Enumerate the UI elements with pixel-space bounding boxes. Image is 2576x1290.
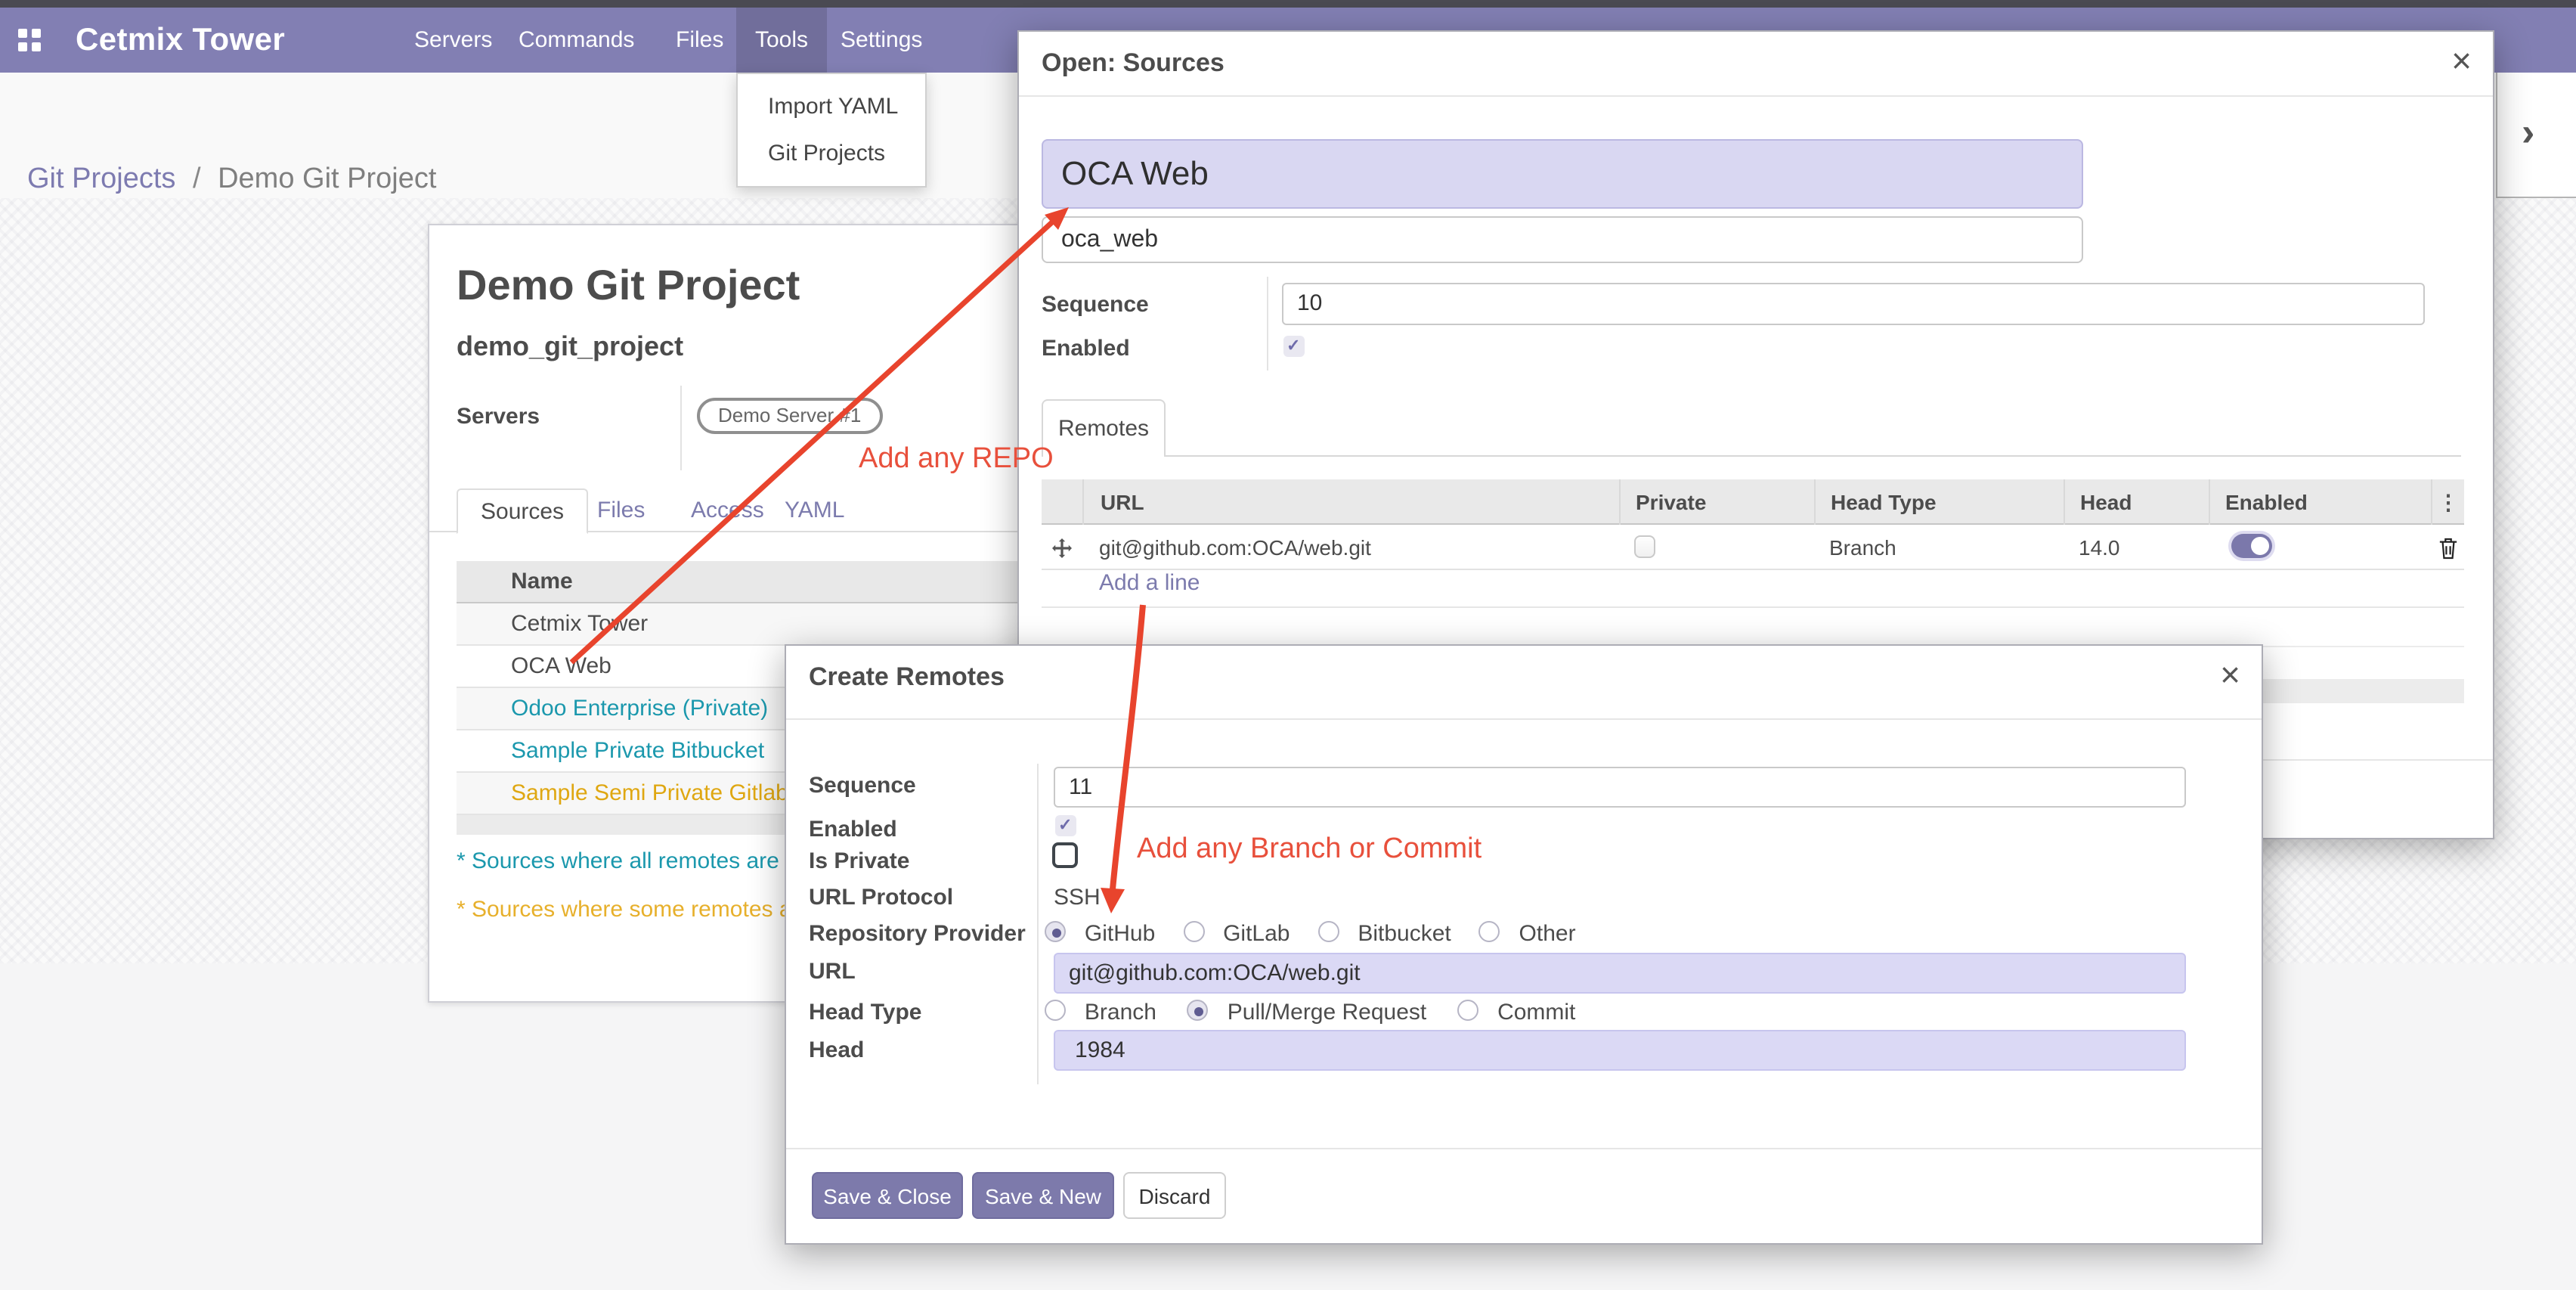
save-close-button[interactable]: Save & Close bbox=[812, 1172, 963, 1219]
source-name-input[interactable]: OCA Web bbox=[1042, 139, 2083, 209]
discard-button[interactable]: Discard bbox=[1123, 1172, 1226, 1219]
sequence-label: Sequence bbox=[1042, 292, 1149, 318]
modal-header-divider bbox=[786, 718, 2262, 720]
tools-dropdown-menu: Import YAML Git Projects bbox=[736, 73, 927, 188]
breadcrumb-current: Demo Git Project bbox=[218, 163, 437, 195]
remote-url-cell[interactable]: git@github.com:OCA/web.git bbox=[1099, 535, 1371, 559]
app-brand[interactable]: Cetmix Tower bbox=[76, 23, 286, 57]
nav-item-servers[interactable]: Servers bbox=[414, 27, 493, 53]
add-a-line-link[interactable]: Add a line bbox=[1099, 570, 1200, 596]
enabled-toggle[interactable] bbox=[2231, 534, 2272, 559]
radio-github[interactable] bbox=[1045, 921, 1066, 943]
radio-gitlab-label[interactable]: GitLab bbox=[1223, 921, 1290, 947]
private-checkbox[interactable] bbox=[1634, 535, 1655, 558]
notebook-divider bbox=[1042, 455, 2461, 457]
head-input[interactable]: 1984 bbox=[1054, 1030, 2186, 1071]
handle-column bbox=[1042, 479, 1082, 524]
nav-item-tools[interactable]: Tools bbox=[736, 8, 827, 73]
delete-row-cell bbox=[2431, 524, 2464, 569]
col-head-type: Head Type bbox=[1814, 479, 2064, 524]
remotes-table: URL Private Head Type Head Enabled ⋮ git… bbox=[1042, 479, 2464, 570]
enabled-label: Enabled bbox=[1042, 336, 1130, 361]
create-remotes-modal: Create Remotes × Sequence 11 Enabled Is … bbox=[785, 644, 2263, 1245]
head-type-label: Head Type bbox=[809, 1000, 922, 1025]
remote-head-cell[interactable]: 14.0 bbox=[2079, 535, 2120, 559]
enabled-checkbox[interactable] bbox=[1283, 336, 1305, 357]
radio-branch-label[interactable]: Branch bbox=[1084, 1000, 1156, 1026]
head-type-group: Branch Pull/Merge Request Commit bbox=[1045, 1000, 1575, 1027]
tab-yaml[interactable]: YAML bbox=[785, 498, 845, 523]
head-label: Head bbox=[809, 1037, 865, 1063]
nav-item-files[interactable]: Files bbox=[676, 27, 724, 53]
url-label: URL bbox=[809, 959, 856, 985]
modal-title: Open: Sources bbox=[1042, 48, 1225, 77]
enabled-label: Enabled bbox=[809, 817, 897, 842]
radio-other[interactable] bbox=[1478, 921, 1500, 943]
radio-other-label[interactable]: Other bbox=[1519, 921, 1576, 947]
sequence-input[interactable]: 11 bbox=[1054, 767, 2186, 808]
radio-pull-merge-request[interactable] bbox=[1187, 1000, 1209, 1022]
source-technical-name-input[interactable]: oca_web bbox=[1042, 216, 2083, 263]
radio-bitbucket[interactable] bbox=[1317, 921, 1339, 943]
nav-item-commands[interactable]: Commands bbox=[519, 27, 635, 53]
repository-provider-group: GitHub GitLab Bitbucket Other bbox=[1045, 921, 1576, 948]
radio-commit[interactable] bbox=[1457, 1000, 1479, 1022]
radio-commit-label[interactable]: Commit bbox=[1497, 1000, 1576, 1026]
modal-header-divider bbox=[1019, 95, 2493, 97]
apps-grid-icon[interactable] bbox=[18, 29, 41, 51]
label-divider bbox=[1267, 277, 1268, 371]
enabled-checkbox[interactable] bbox=[1055, 815, 1076, 836]
url-protocol-label: URL Protocol bbox=[809, 885, 954, 910]
sequence-label: Sequence bbox=[809, 773, 916, 798]
optional-columns-icon[interactable]: ⋮ bbox=[2431, 479, 2464, 524]
chatter-panel: › bbox=[2496, 73, 2576, 198]
page-title: Demo Git Project bbox=[457, 262, 800, 309]
remote-row[interactable]: git@github.com:OCA/web.git Branch 14.0 bbox=[1042, 525, 2464, 570]
radio-bitbucket-label[interactable]: Bitbucket bbox=[1358, 921, 1451, 947]
url-input[interactable]: git@github.com:OCA/web.git bbox=[1054, 953, 2186, 994]
radio-branch[interactable] bbox=[1045, 1000, 1066, 1022]
servers-field-label: Servers bbox=[457, 404, 540, 429]
modal-footer-divider bbox=[786, 1148, 2262, 1149]
drag-handle-icon[interactable] bbox=[1042, 524, 1082, 569]
remote-enabled-cell bbox=[2209, 524, 2431, 569]
radio-gitlab[interactable] bbox=[1183, 921, 1205, 943]
close-icon[interactable]: × bbox=[2451, 41, 2472, 80]
col-private: Private bbox=[1619, 479, 1814, 524]
remote-head-type-cell[interactable]: Branch bbox=[1829, 535, 1896, 559]
nav-item-settings[interactable]: Settings bbox=[841, 27, 923, 53]
sequence-input[interactable]: 10 bbox=[1282, 283, 2425, 325]
col-url: URL bbox=[1082, 479, 1619, 524]
close-icon[interactable]: × bbox=[2220, 655, 2240, 694]
breadcrumb-separator: / bbox=[192, 163, 201, 195]
tab-remotes[interactable]: Remotes bbox=[1042, 399, 1166, 457]
col-enabled: Enabled bbox=[2209, 479, 2431, 524]
label-divider bbox=[1037, 764, 1039, 1084]
tab-sources[interactable]: Sources bbox=[457, 488, 589, 534]
radio-github-label[interactable]: GitHub bbox=[1084, 921, 1156, 947]
repository-provider-label: Repository Provider bbox=[809, 921, 1026, 947]
breadcrumb: Git Projects / Demo Git Project bbox=[27, 163, 436, 197]
col-head: Head bbox=[2064, 479, 2209, 524]
url-protocol-value: SSH bbox=[1054, 885, 1101, 910]
table-divider bbox=[1042, 606, 2464, 608]
breadcrumb-parent[interactable]: Git Projects bbox=[27, 163, 176, 195]
tab-files[interactable]: Files bbox=[597, 498, 646, 523]
menu-item-git-projects[interactable]: Git Projects bbox=[768, 141, 886, 166]
modal-title: Create Remotes bbox=[809, 662, 1005, 691]
save-new-button[interactable]: Save & New bbox=[972, 1172, 1114, 1219]
radio-pull-merge-request-label[interactable]: Pull/Merge Request bbox=[1227, 1000, 1427, 1026]
window-top-strip bbox=[0, 0, 2576, 8]
remote-private-cell bbox=[1619, 524, 1814, 569]
is-private-label: Is Private bbox=[809, 848, 910, 874]
expand-chevron-icon[interactable]: › bbox=[2522, 109, 2535, 154]
trash-icon[interactable] bbox=[2438, 538, 2457, 560]
menu-item-import-yaml[interactable]: Import YAML bbox=[768, 94, 899, 119]
is-private-checkbox[interactable] bbox=[1052, 842, 1078, 868]
project-code: demo_git_project bbox=[457, 331, 684, 361]
server-badge[interactable]: Demo Server #1 bbox=[697, 398, 883, 434]
label-divider bbox=[680, 386, 682, 470]
remotes-table-header: URL Private Head Type Head Enabled ⋮ bbox=[1042, 479, 2464, 525]
